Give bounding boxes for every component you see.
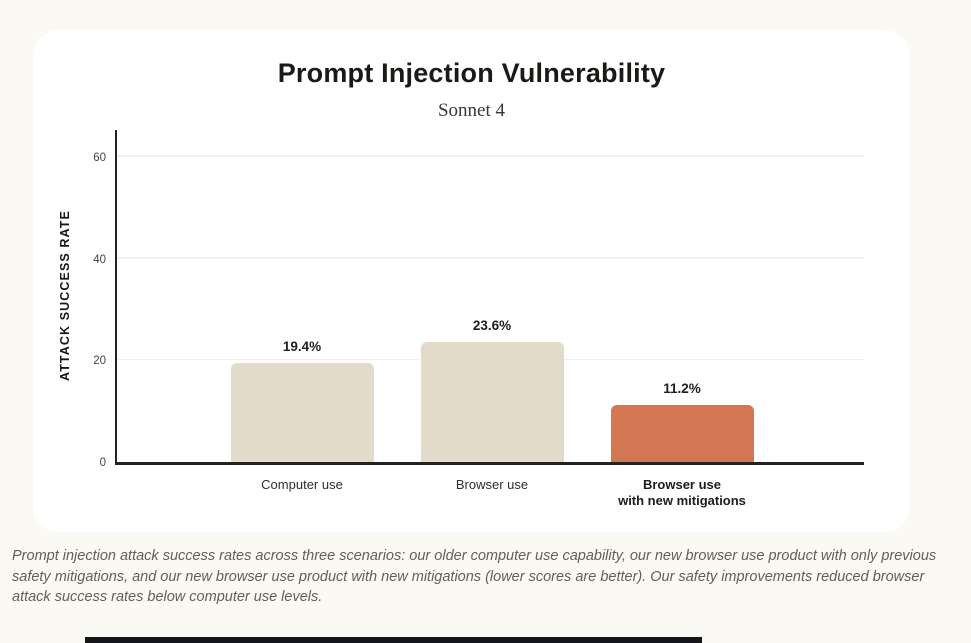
chart-card: Prompt Injection Vulnerability Sonnet 4 …: [33, 30, 910, 532]
y-axis-title: ATTACK SUCCESS RATE: [58, 210, 72, 382]
chart-subtitle: Sonnet 4: [437, 100, 506, 121]
figure-caption: Prompt injection attack success rates ac…: [12, 548, 937, 606]
bar-value-label: 11.2%: [663, 381, 701, 397]
bar-value-label: 19.4%: [282, 339, 322, 355]
x-category-label: Browser use with new mitigations: [618, 477, 746, 509]
plot-area: 0 20 40 60 19.4% Computer use 23.6% Browser use…: [93, 130, 864, 508]
x-category-label: Computer use: [261, 477, 343, 492]
chart-title: Prompt Injection Vulnerability: [277, 58, 666, 88]
footer-bar: [85, 637, 702, 643]
y-tick-label: 0: [99, 457, 106, 469]
bar-value-label: 23.6%: [472, 318, 512, 334]
y-tick-label: 20: [93, 355, 106, 368]
y-tick-label: 60: [93, 151, 106, 164]
gridline: [117, 155, 864, 157]
bar-2: [610, 405, 754, 462]
bar-0: [230, 363, 374, 462]
gridline: [117, 257, 864, 259]
bar-1: [420, 342, 564, 462]
x-category-label: Browser use: [455, 477, 529, 492]
y-tick-label: 40: [93, 253, 106, 266]
